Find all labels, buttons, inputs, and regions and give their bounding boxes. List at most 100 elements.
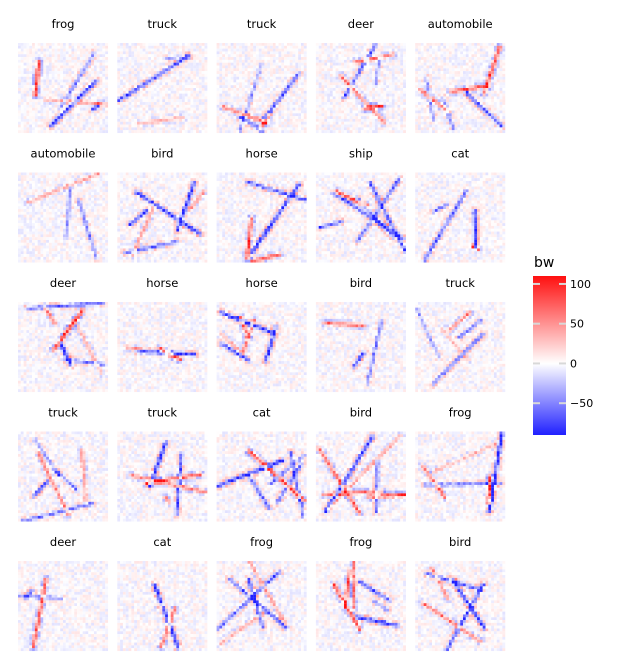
heatmap-cell — [134, 105, 137, 108]
heatmap-cell — [225, 99, 228, 102]
heatmap-cell — [316, 113, 319, 116]
heatmap-cell — [319, 91, 322, 94]
heatmap-cell — [154, 63, 157, 66]
heatmap-cell — [105, 88, 108, 91]
heatmap-cell — [38, 49, 41, 52]
heatmap-cell — [301, 80, 304, 83]
heatmap-cell — [66, 116, 69, 119]
heatmap-cell — [344, 88, 347, 91]
heatmap-cell — [196, 60, 199, 63]
heatmap-cell — [389, 82, 392, 85]
heatmap-cell — [117, 111, 120, 114]
heatmap-cell — [179, 57, 182, 60]
heatmap-cell — [400, 108, 403, 111]
heatmap-cell — [333, 102, 336, 105]
heatmap-cell — [262, 94, 265, 97]
heatmap-cell — [341, 82, 344, 85]
heatmap-cell — [338, 60, 341, 63]
heatmap-cell — [43, 77, 46, 80]
heatmap-cell — [117, 130, 120, 133]
heatmap-cell — [245, 119, 248, 122]
heatmap-cell — [57, 108, 60, 111]
heatmap-cell — [29, 68, 32, 71]
heatmap-cell — [52, 46, 55, 49]
heatmap-cell — [21, 102, 24, 105]
heatmap-cell — [102, 91, 105, 94]
heatmap-cell — [383, 80, 386, 83]
heatmap-cell — [378, 102, 381, 105]
heatmap-cell — [204, 54, 207, 57]
heatmap-cell — [378, 113, 381, 116]
heatmap-cell — [77, 43, 80, 46]
heatmap-cell — [324, 119, 327, 122]
heatmap-cell — [179, 54, 182, 57]
heatmap-cell — [333, 82, 336, 85]
heatmap-cell — [338, 127, 341, 130]
heatmap-cell — [304, 77, 307, 80]
heatmap-cell — [120, 111, 123, 114]
heatmap-cell — [228, 66, 231, 69]
heatmap-cell — [182, 91, 185, 94]
heatmap-cell — [105, 91, 108, 94]
heatmap-cell — [71, 99, 74, 102]
heatmap-cell — [97, 105, 100, 108]
heatmap-cell — [32, 105, 35, 108]
heatmap-cell — [336, 116, 339, 119]
heatmap-cell — [145, 130, 148, 133]
heatmap-cell — [262, 102, 265, 105]
heatmap-cell — [301, 125, 304, 128]
heatmap-cell — [126, 49, 129, 52]
heatmap-cell — [392, 60, 395, 63]
heatmap-cell — [259, 116, 262, 119]
heatmap-cell — [392, 54, 395, 57]
heatmap-cell — [94, 119, 97, 122]
heatmap-cell — [46, 51, 49, 54]
heatmap-cell — [202, 74, 205, 77]
heatmap-cell — [151, 54, 154, 57]
heatmap-cell — [94, 127, 97, 130]
heatmap-cell — [32, 88, 35, 91]
heatmap-cell — [231, 116, 234, 119]
heatmap-cell — [233, 122, 236, 125]
heatmap-cell — [250, 51, 253, 54]
heatmap-cell — [43, 88, 46, 91]
heatmap-cell — [236, 105, 239, 108]
heatmap-cell — [383, 71, 386, 74]
heatmap-cell — [117, 108, 120, 111]
heatmap-cell — [123, 108, 126, 111]
heatmap-cell — [86, 82, 89, 85]
heatmap-cell — [316, 99, 319, 102]
heatmap-cell — [403, 130, 406, 133]
heatmap-cell — [322, 71, 325, 74]
heatmap-cell — [102, 122, 105, 125]
heatmap-cell — [74, 102, 77, 105]
heatmap-cell — [236, 122, 239, 125]
heatmap-cell — [264, 130, 267, 133]
heatmap-cell — [248, 130, 251, 133]
heatmap-cell — [159, 130, 162, 133]
heatmap-cell — [80, 113, 83, 116]
heatmap-cell — [242, 105, 245, 108]
heatmap-cell — [88, 96, 91, 99]
heatmap-cell — [182, 113, 185, 116]
heatmap-cell — [77, 88, 80, 91]
heatmap-cell — [256, 57, 259, 60]
heatmap-cell — [18, 96, 21, 99]
heatmap-cell — [188, 60, 191, 63]
heatmap-cell — [151, 46, 154, 49]
heatmap-cell — [157, 94, 160, 97]
heatmap-cell — [383, 43, 386, 46]
heatmap-cell — [176, 57, 179, 60]
heatmap-cell — [395, 80, 398, 83]
heatmap-cell — [267, 113, 270, 116]
heatmap-cell — [264, 116, 267, 119]
heatmap-cell — [204, 116, 207, 119]
heatmap-cell — [165, 85, 168, 88]
heatmap-cell — [319, 46, 322, 49]
heatmap-cell — [395, 74, 398, 77]
heatmap-cell — [165, 125, 168, 128]
heatmap-cell — [330, 116, 333, 119]
heatmap-cell — [290, 122, 293, 125]
heatmap-cell — [157, 63, 160, 66]
heatmap-cell — [352, 105, 355, 108]
